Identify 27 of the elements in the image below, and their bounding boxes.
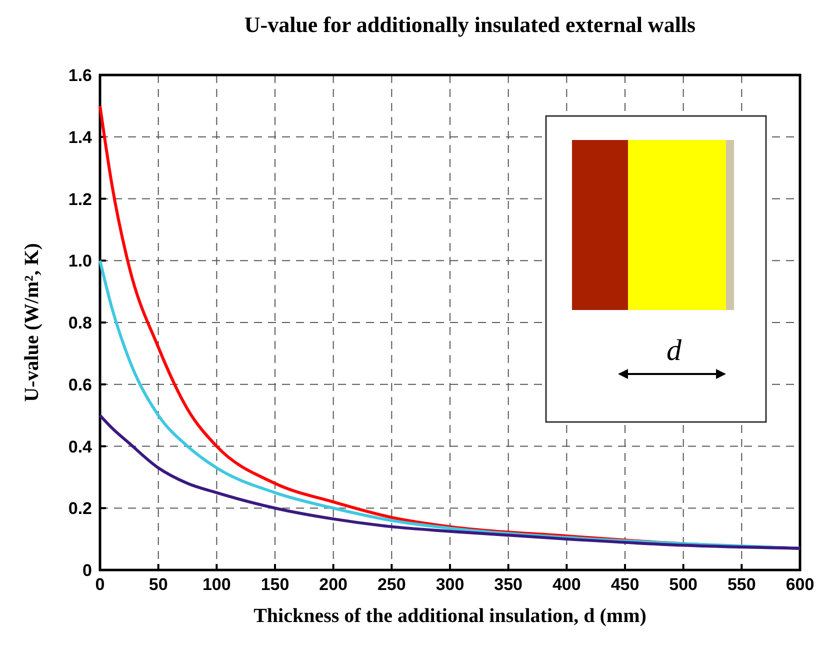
x-tick-label: 450 <box>610 575 640 594</box>
y-tick-label: 0.2 <box>68 499 92 518</box>
x-tick-label: 300 <box>436 575 464 594</box>
chart-title: U-value for additionally insulated external walls <box>244 12 696 37</box>
y-tick-label: 1.6 <box>68 66 92 85</box>
x-tick-label: 100 <box>202 575 231 594</box>
y-axis-title: U-value (W/m², K) <box>21 243 43 402</box>
x-tick-label: 150 <box>260 575 290 594</box>
x-tick-label: 500 <box>669 575 698 594</box>
y-tick-label: 0 <box>82 561 92 580</box>
x-tick-label: 600 <box>786 575 814 594</box>
x-tick-label: 250 <box>377 575 406 594</box>
line-series <box>98 414 802 550</box>
y-tick-label: 0.8 <box>68 314 92 332</box>
y-tick-label: 1.4 <box>68 128 93 147</box>
annotation: d <box>666 334 682 367</box>
x-tick-label: 550 <box>727 575 756 594</box>
x-tick-label: 350 <box>494 575 523 594</box>
x-tick-label: 200 <box>319 575 348 594</box>
y-tick-label: 0.4 <box>68 437 93 456</box>
x-tick-label: 50 <box>148 575 168 594</box>
y-tick-label: 0.6 <box>68 375 92 394</box>
x-axis-title: Thickness of the additional insulation, d (mm) <box>254 605 646 627</box>
y-tick-label: 1.2 <box>68 190 92 209</box>
x-tick-label: 400 <box>552 575 581 594</box>
y-tick-label: 1.0 <box>68 252 92 271</box>
x-tick-label: 0 <box>95 575 105 594</box>
